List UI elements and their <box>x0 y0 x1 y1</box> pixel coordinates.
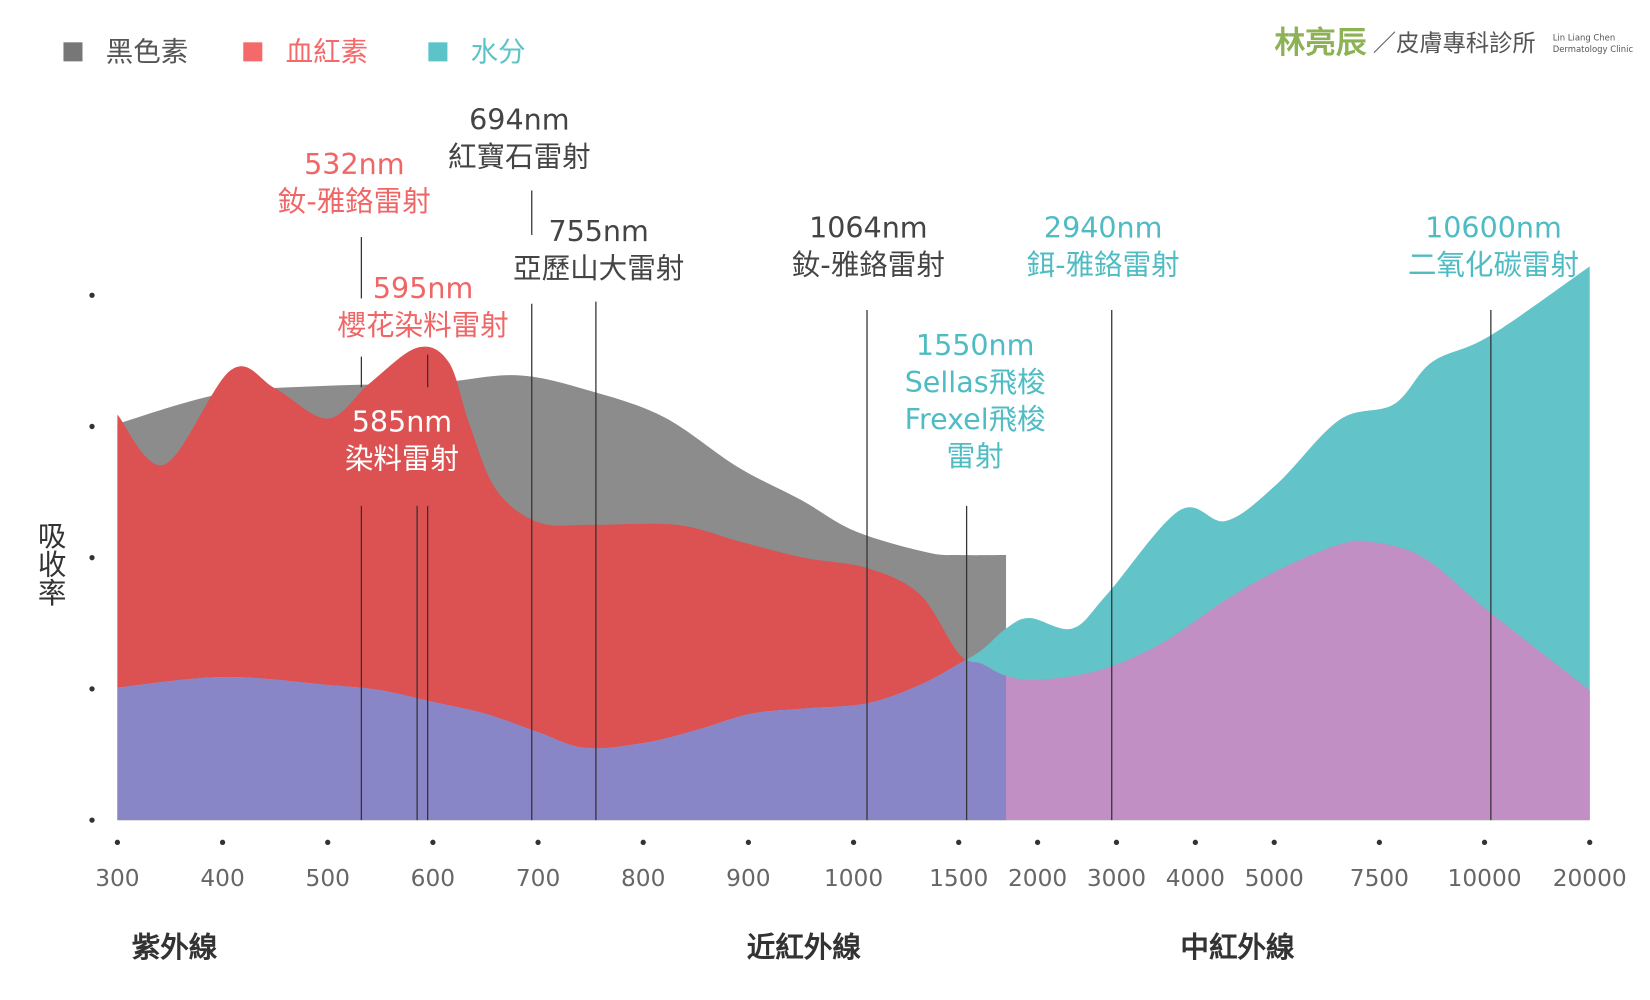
x-tick-label: 300 <box>95 865 139 892</box>
x-tick-dot <box>1113 839 1120 845</box>
legend-swatch <box>428 42 448 62</box>
laser-label: 585nm <box>352 404 452 438</box>
logo-en-clinic: Dermatology Clinic <box>1553 44 1634 54</box>
x-tick-dot <box>640 839 646 845</box>
x-tick-label: 7500 <box>1350 865 1409 892</box>
y-tick-dot <box>89 686 95 692</box>
y-tick-dot <box>89 423 95 430</box>
logo-clinic: ／皮膚專科診所 <box>1373 30 1536 57</box>
legend-label: 水分 <box>471 36 526 68</box>
legend-label: 血紅素 <box>286 36 368 68</box>
x-tick-label: 2000 <box>1008 865 1067 892</box>
x-tick-dot <box>430 839 436 845</box>
laser-label: 染料雷射 <box>345 441 459 475</box>
x-tick-label: 10000 <box>1448 865 1522 892</box>
laser-label: 10600nm <box>1425 211 1562 245</box>
laser-label: 2940nm <box>1044 211 1163 245</box>
x-tick-dot <box>1376 839 1383 845</box>
x-tick-dot <box>219 839 226 845</box>
laser-label: 532nm <box>304 147 404 181</box>
logo: 林亮辰 ／皮膚專科診所 Lin Liang Chen Dermatology C… <box>1275 26 1634 61</box>
laser-label: 櫻花染料雷射 <box>337 308 508 342</box>
laser-label: 1550nm <box>916 328 1035 362</box>
x-tick-dot <box>1587 839 1593 845</box>
logo-en-name: Lin Liang Chen <box>1553 33 1616 43</box>
x-tick-dot <box>1271 839 1277 845</box>
laser-label: 755nm <box>548 214 648 248</box>
x-tick-dot <box>114 839 121 845</box>
laser-label: 雷射 <box>947 439 1004 473</box>
region-label: 紫外線 <box>132 930 218 964</box>
x-tick-dot <box>1034 839 1041 845</box>
x-tick-label: 400 <box>200 865 244 892</box>
x-tick-dot <box>535 839 541 845</box>
x-tick-label: 700 <box>516 865 560 892</box>
x-tick-label: 20000 <box>1553 865 1627 892</box>
laser-label: 595nm <box>373 271 473 305</box>
laser-label: 鉺-雅鉻雷射 <box>1027 248 1180 282</box>
region-label: 中紅外線 <box>1180 930 1295 964</box>
x-tick-label: 3000 <box>1087 865 1146 892</box>
laser-label: 紅寶石雷射 <box>448 140 591 174</box>
x-tick-label: 1000 <box>824 865 883 892</box>
y-tick-dot <box>89 555 95 561</box>
laser-label: 釹-雅鉻雷射 <box>792 248 945 282</box>
region-label: 近紅外線 <box>747 930 862 964</box>
laser-label: 694nm <box>469 103 569 137</box>
x-tick-dot <box>956 839 962 845</box>
legend-label: 黑色素 <box>106 36 188 68</box>
x-tick-dot <box>1481 839 1488 845</box>
x-tick-label: 500 <box>306 865 350 892</box>
x-tick-dot <box>850 839 857 845</box>
x-tick-label: 800 <box>621 865 665 892</box>
x-tick-label: 600 <box>411 865 455 892</box>
x-tick-dot <box>325 839 331 845</box>
laser-label: 釹-雅鉻雷射 <box>278 184 431 218</box>
y-tick-dot <box>89 292 95 298</box>
x-tick-label: 4000 <box>1166 865 1225 892</box>
y-tick-dot <box>89 817 95 823</box>
x-tick-dot <box>1192 839 1198 845</box>
y-axis-label: 吸收率 <box>34 521 68 607</box>
x-tick-label: 1500 <box>929 865 988 892</box>
logo-name: 林亮辰 <box>1275 26 1367 61</box>
x-tick-dot <box>745 839 752 845</box>
laser-label: 1064nm <box>809 211 928 245</box>
laser-label: 亞歷山大雷射 <box>513 251 684 285</box>
legend-swatch <box>63 42 83 62</box>
laser-label: 二氧化碳雷射 <box>1408 248 1579 282</box>
x-tick-label: 5000 <box>1245 865 1304 892</box>
laser-label: Sellas飛梭 <box>905 365 1046 399</box>
legend-swatch <box>243 42 263 62</box>
laser-label: Frexel飛梭 <box>905 402 1046 436</box>
x-tick-label: 900 <box>726 865 770 892</box>
